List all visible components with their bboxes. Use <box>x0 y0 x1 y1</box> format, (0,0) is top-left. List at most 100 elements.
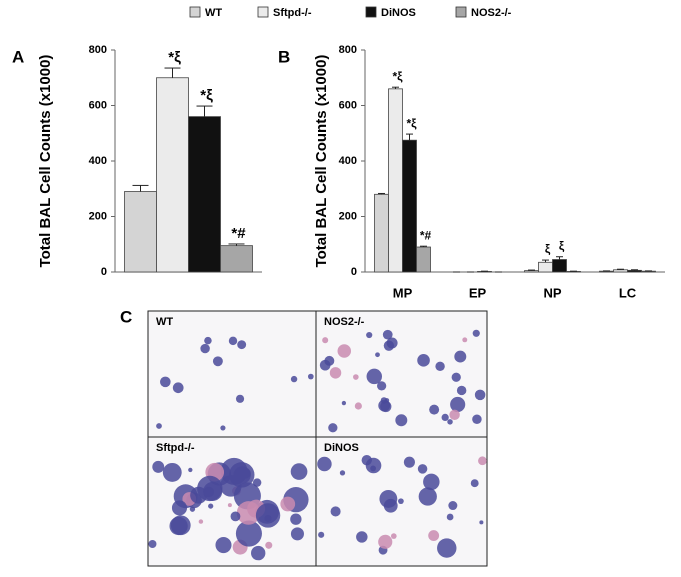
cell <box>472 329 480 337</box>
cell <box>160 376 171 388</box>
cell <box>318 531 325 538</box>
data-label: *ξ <box>200 87 213 104</box>
data-label: *ξ <box>406 116 417 130</box>
cell <box>366 331 373 339</box>
cell <box>162 462 182 482</box>
cell <box>454 350 467 363</box>
cell <box>156 423 162 429</box>
cell <box>265 541 273 549</box>
cell <box>449 409 460 421</box>
y-axis-label: Total BAL Cell Counts (x1000) <box>313 55 330 268</box>
cell <box>148 539 157 549</box>
bar <box>538 261 553 273</box>
cell <box>398 498 404 505</box>
cell <box>377 381 387 391</box>
cell <box>204 336 212 345</box>
cell <box>235 394 245 403</box>
bar <box>552 259 567 273</box>
legend-swatch <box>257 6 269 18</box>
cell <box>172 382 184 394</box>
cell <box>220 425 226 431</box>
cell <box>353 374 359 380</box>
cell <box>322 337 329 344</box>
cell <box>290 527 304 541</box>
legend-label: NOS2-/- <box>471 7 512 19</box>
cell <box>375 352 380 358</box>
data-label: ξ <box>559 239 565 253</box>
cell <box>189 506 196 512</box>
cell <box>227 503 232 508</box>
cell <box>429 404 440 415</box>
micrograph-label: NOS2-/- <box>324 316 365 328</box>
y-tick-label: 600 <box>339 99 357 111</box>
micrograph <box>147 310 317 438</box>
cell <box>230 511 241 522</box>
micrograph-label: WT <box>156 316 173 328</box>
cell <box>328 423 338 433</box>
cell <box>317 456 332 472</box>
bar <box>220 245 253 273</box>
cell <box>423 473 440 491</box>
cell <box>448 501 458 511</box>
bar <box>627 269 642 273</box>
cell <box>280 496 296 512</box>
panel-label: B <box>278 47 290 66</box>
cell <box>403 456 415 468</box>
y-tick-label: 0 <box>351 266 357 278</box>
cell <box>383 340 395 351</box>
cell <box>228 336 238 346</box>
cell <box>330 506 341 517</box>
cell <box>307 373 314 380</box>
cell <box>379 489 398 508</box>
y-tick-label: 800 <box>89 44 107 56</box>
legend-label: Sftpd-/- <box>273 7 312 19</box>
bar <box>524 270 539 273</box>
micrograph-label: DiNOS <box>324 442 359 454</box>
cell <box>447 419 453 425</box>
y-tick-label: 200 <box>89 210 107 222</box>
cell <box>378 399 391 412</box>
cell <box>441 413 449 422</box>
bar <box>374 193 389 273</box>
cell <box>437 538 457 558</box>
bar <box>188 116 221 273</box>
cell <box>450 396 466 413</box>
y-axis-label: Total BAL Cell Counts (x1000) <box>37 55 54 268</box>
cell <box>169 516 188 536</box>
cell <box>446 513 454 521</box>
legend-swatch <box>365 6 377 18</box>
cell <box>390 533 397 539</box>
cell <box>215 537 232 554</box>
y-tick-label: 800 <box>339 44 357 56</box>
cell <box>251 545 266 561</box>
y-tick-label: 400 <box>89 155 107 167</box>
cell <box>428 530 440 542</box>
x-tick-label: MP <box>393 285 413 300</box>
cell <box>474 389 486 401</box>
bar <box>156 77 189 273</box>
cell <box>395 414 408 427</box>
data-label: *ξ <box>168 49 181 66</box>
cell <box>456 385 467 396</box>
cell <box>198 519 204 524</box>
data-label: ξ <box>545 242 551 256</box>
data-label: *ξ <box>392 69 403 83</box>
x-tick-label: EP <box>469 285 487 300</box>
cell <box>329 367 342 379</box>
cell <box>365 457 382 474</box>
bar <box>416 246 431 273</box>
cell <box>203 481 223 501</box>
cell <box>200 343 210 354</box>
micrographs: WT NOS2-/- Sftpd-/- DiNOS <box>147 310 488 567</box>
x-tick-label: NP <box>543 285 561 300</box>
cell <box>417 464 428 474</box>
cell <box>339 470 346 476</box>
cell <box>435 361 445 372</box>
cell <box>255 503 281 528</box>
micrograph-label: Sftpd-/- <box>156 442 195 454</box>
cell <box>290 375 298 383</box>
cell <box>188 467 193 473</box>
y-tick-label: 400 <box>339 155 357 167</box>
panel-label: A <box>12 47 24 66</box>
data-label: *# <box>420 228 432 242</box>
